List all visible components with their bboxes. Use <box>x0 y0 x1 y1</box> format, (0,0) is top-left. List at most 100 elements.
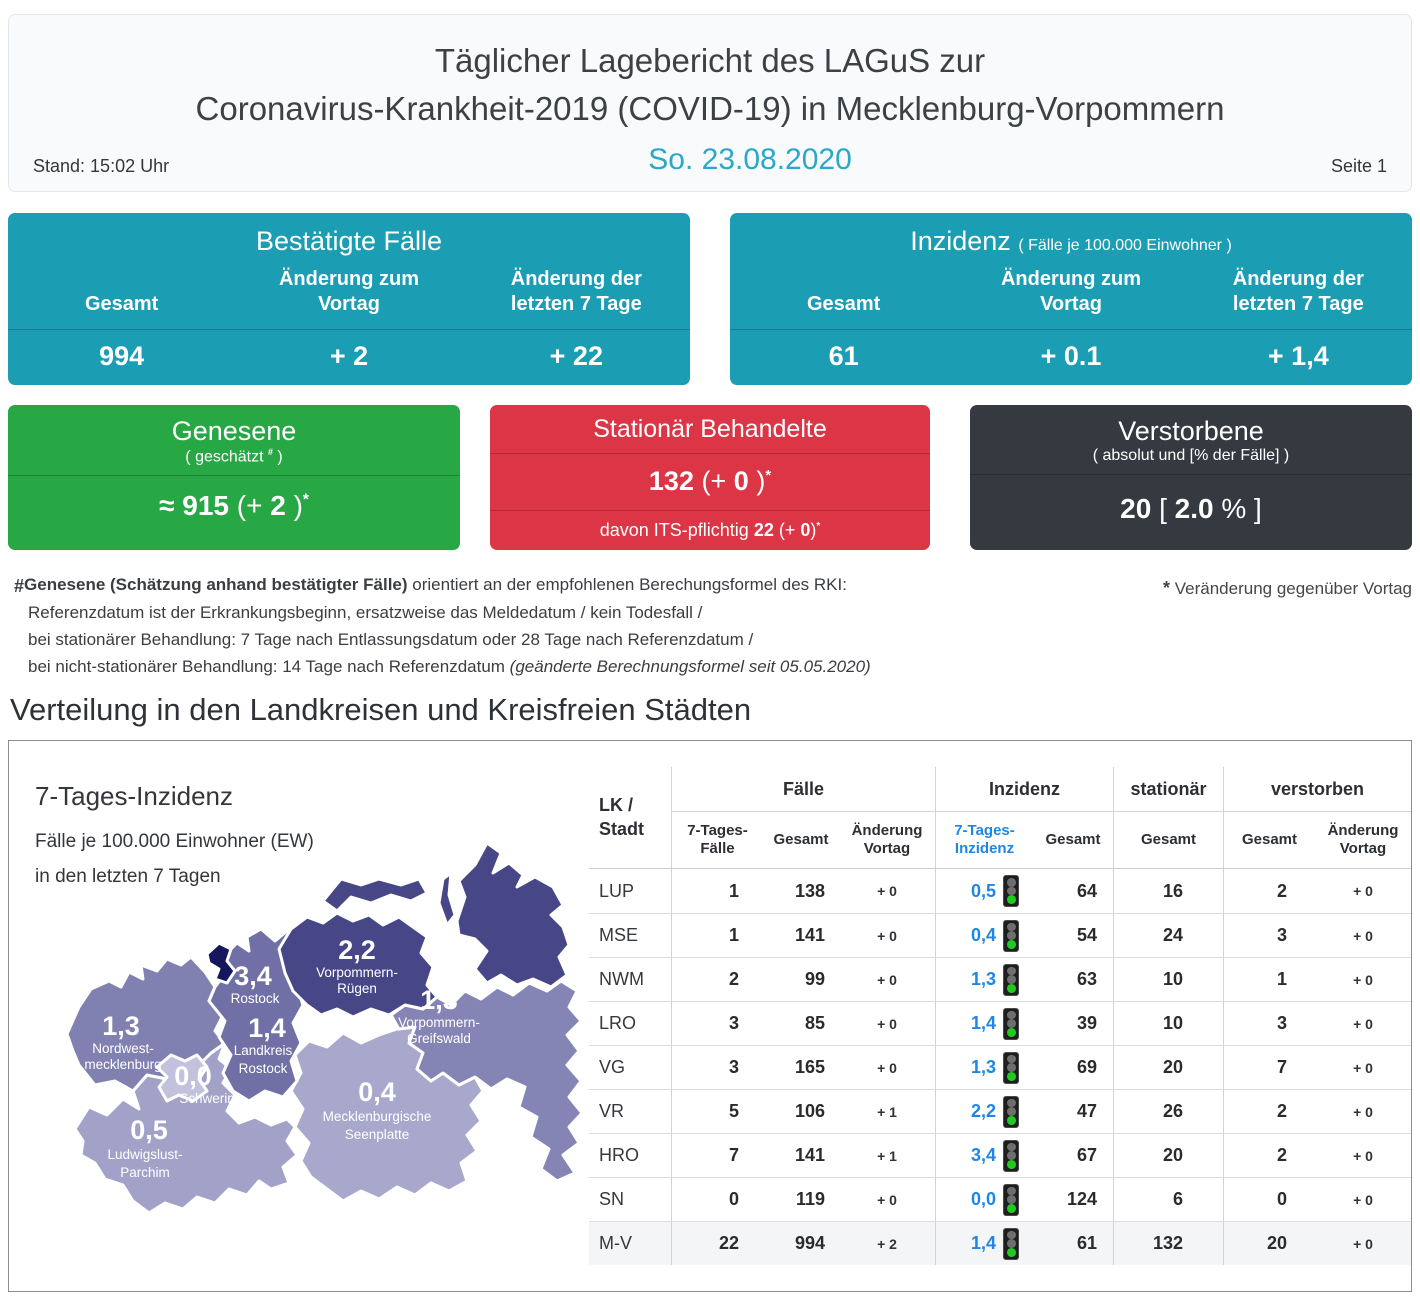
cell-stationaer-gesamt: 20 <box>1113 1133 1223 1177</box>
incidence-total: 61 <box>828 341 859 371</box>
cell-verstorben-aenderung: + 0 <box>1315 1001 1411 1045</box>
cell-faelle-gesamt: 119 <box>763 1177 839 1221</box>
traffic-light-icon <box>1003 1183 1019 1216</box>
map-label-mse-name1: Mecklenburgische <box>323 1109 432 1124</box>
cell-7tages-inzidenz: 1,3 <box>935 1045 1033 1089</box>
inzidenz-value: 0,5 <box>970 880 996 901</box>
map-label-vr-name2: Rügen <box>337 981 377 996</box>
incidence-title-suffix: ( Fälle je 100.000 Einwohner ) <box>1018 237 1232 254</box>
cell-faelle-aenderung: + 0 <box>839 1001 935 1045</box>
map-label-lup-name1: Ludwigslust- <box>107 1147 182 1162</box>
traffic-light-icon <box>1003 1051 1019 1084</box>
district-panel: 7-Tages-Inzidenz Fälle je 100.000 Einwoh… <box>8 740 1412 1292</box>
cell-verstorben-aenderung: + 0 <box>1315 1221 1411 1265</box>
cell-inzidenz-gesamt: 67 <box>1033 1133 1113 1177</box>
table-row-label: VR <box>589 1089 671 1133</box>
cell-verstorben-gesamt: 3 <box>1223 1001 1315 1045</box>
cell-inzidenz-gesamt: 54 <box>1033 913 1113 957</box>
region-vorpommern-greifswald <box>389 979 584 1183</box>
map-label-hro-name: Rostock <box>231 991 280 1006</box>
table-row-label: MSE <box>589 913 671 957</box>
region-vorpommern-ruegen-insel <box>455 841 571 989</box>
incidence-title: Inzidenz ( Fälle je 100.000 Einwohner ) <box>730 213 1412 265</box>
cell-inzidenz-gesamt: 61 <box>1033 1221 1113 1265</box>
subheader-7tages-faelle: 7-Tages- Fälle <box>671 811 763 869</box>
map-label-lro-value: 1,4 <box>248 1013 286 1043</box>
cell-7tages-faelle: 22 <box>671 1221 763 1265</box>
cell-faelle-aenderung: + 2 <box>839 1221 935 1265</box>
table-row-label: LUP <box>599 880 635 901</box>
recovered-subtitle: ( geschätzt # ) <box>185 447 283 466</box>
incidence-title-text: Inzidenz <box>910 226 1011 256</box>
report-title-line1: Täglicher Lagebericht des LAGuS zur <box>434 42 986 79</box>
confirmed-total: 994 <box>99 341 145 371</box>
confirmed-cases-card: Bestätigte Fälle Gesamt Änderung zum Vor… <box>8 213 690 385</box>
district-table: LK / Stadt Fälle Inzidenz stationär vers… <box>589 767 1411 1265</box>
region-rostock-stadt <box>205 941 237 985</box>
map-label-lro-name2: Rostock <box>239 1061 288 1076</box>
incidence-values: 61 + 0.1 + 1,4 <box>730 329 1412 372</box>
footnote-asterisk: * Veränderung gegenüber Vortag <box>1163 578 1412 598</box>
report-date: So. 23.08.2020 <box>648 143 852 176</box>
cell-7tages-inzidenz: 1,4 <box>935 1221 1033 1265</box>
footnote-line4: bei nicht-stationärer Behandlung: 14 Tag… <box>28 657 871 677</box>
group-header-inzidenz: Inzidenz <box>935 767 1113 811</box>
cell-verstorben-aenderung: + 0 <box>1315 1177 1411 1221</box>
cell-stationaer-gesamt: 10 <box>1113 957 1223 1001</box>
cell-faelle-aenderung: + 1 <box>839 1089 935 1133</box>
cell-faelle-gesamt: 994 <box>763 1221 839 1265</box>
cell-stationaer-gesamt: 6 <box>1113 1177 1223 1221</box>
table-corner-header: LK / Stadt <box>589 767 671 869</box>
confirmed-cases-values: 994 + 2 + 22 <box>8 329 690 372</box>
region-vorpommern-ruegen-darss <box>321 877 429 913</box>
cell-verstorben-gesamt: 0 <box>1223 1177 1315 1221</box>
subheader-gesamt: Gesamt <box>763 811 839 869</box>
table-row-label: NWM <box>589 957 671 1001</box>
deceased-title: Verstorbene <box>1118 416 1264 446</box>
traffic-light-icon <box>1003 1007 1019 1040</box>
confirmed-cases-headers: Gesamt Änderung zum Vortag Änderung der … <box>8 265 690 329</box>
inzidenz-value: 0,4 <box>970 925 996 945</box>
cell-faelle-gesamt: 85 <box>763 1001 839 1045</box>
map-label-vg-name1: Vorpommern- <box>398 1015 480 1030</box>
inzidenz-value: 2,2 <box>970 1101 996 1121</box>
cell-faelle-aenderung: + 1 <box>839 1133 935 1177</box>
table-row-label: VG <box>589 1045 671 1089</box>
cell-verstorben-gesamt: 20 <box>1223 1221 1315 1265</box>
cell-verstorben-gesamt: 2 <box>1223 869 1315 913</box>
map-label-mse-value: 0,4 <box>358 1077 396 1107</box>
map-label-nwm-name2: mecklenburg <box>84 1057 161 1072</box>
cell-faelle-gesamt: 141 <box>763 1133 839 1177</box>
cell-faelle-gesamt: 165 <box>763 1045 839 1089</box>
hospitalized-card: Stationär Behandelte 132 (+ 0 )* davon I… <box>490 405 930 550</box>
cell-verstorben-aenderung: + 0 <box>1315 1133 1411 1177</box>
cell-7tages-faelle: 7 <box>671 1133 763 1177</box>
cell-faelle-aenderung: + 0 <box>839 1045 935 1089</box>
cell-verstorben-gesamt: 2 <box>1223 1089 1315 1133</box>
group-header-faelle: Fälle <box>671 767 935 811</box>
map-label-lro-name1: Landkreis <box>234 1043 293 1058</box>
table-row-label: SN <box>589 1177 671 1221</box>
group-header-verstorben: verstorben <box>1223 767 1411 811</box>
map-label-lup-value: 0,5 <box>130 1115 168 1145</box>
cell-faelle-aenderung: + 0 <box>839 957 935 1001</box>
cell-faelle-gesamt: 138 <box>794 880 825 901</box>
traffic-light-icon <box>1003 919 1019 952</box>
map-label-vr-name1: Vorpommern- <box>316 965 398 980</box>
cell-inzidenz-gesamt: 39 <box>1033 1001 1113 1045</box>
col-header-aenderung-7tage: Änderung der letzten 7 Tage <box>1232 268 1364 315</box>
report-title: Täglicher Lagebericht des LAGuS zur Coro… <box>9 37 1411 133</box>
hospitalized-title: Stationär Behandelte <box>593 415 827 443</box>
cell-stationaer-gesamt: 24 <box>1113 913 1223 957</box>
cell-verstorben-aenderung: + 0 <box>1315 1089 1411 1133</box>
cell-verstorben-gesamt: 3 <box>1223 913 1315 957</box>
cell-faelle-gesamt: 106 <box>763 1089 839 1133</box>
confirmed-delta-day: + 2 <box>329 341 369 371</box>
cell-inzidenz-gesamt: 47 <box>1033 1089 1113 1133</box>
map-legend: 7-Tages-Inzidenz Fälle je 100.000 Einwoh… <box>35 781 314 894</box>
incidence-delta-week: + 1,4 <box>1267 341 1329 371</box>
map-label-hro-value: 3,4 <box>234 961 272 991</box>
cell-faelle-aenderung: + 0 <box>839 913 935 957</box>
table-row-label: M-V <box>589 1221 671 1265</box>
